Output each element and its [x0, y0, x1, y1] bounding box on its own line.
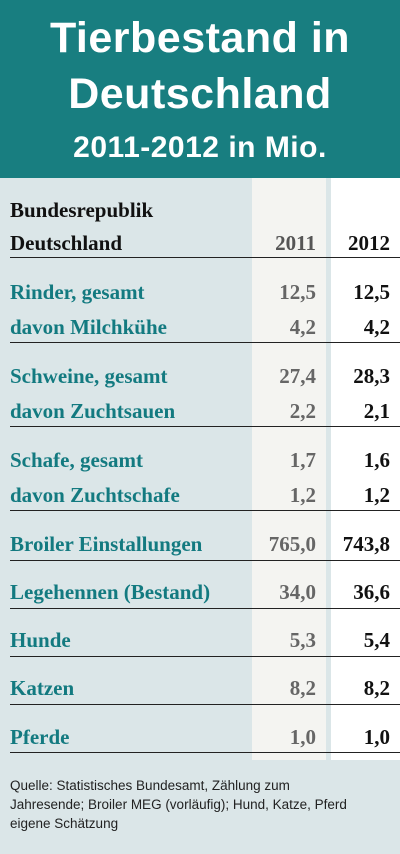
- source-line-2: Jahresende; Broiler MEG (vorläufig); Hun…: [10, 797, 347, 812]
- value-2011: 34,0: [279, 580, 316, 604]
- data-table: Bundesrepublik Deutschland 2011 2012 Rin…: [0, 178, 400, 760]
- row-divider: [10, 704, 400, 705]
- value-2011: 765,0: [268, 532, 316, 556]
- value-2012: 743,8: [342, 532, 390, 556]
- subtitle: 2011-2012 in Mio.: [73, 131, 327, 164]
- value-2011: 1,2: [289, 483, 316, 507]
- table-row: davon Milchkühe 4,2 4,2: [0, 314, 400, 340]
- row-divider: [10, 257, 400, 258]
- value-2012: 5,4: [363, 628, 390, 652]
- row-label: Katzen: [10, 676, 75, 700]
- row-label: Pferde: [10, 725, 70, 749]
- row-divider: [10, 656, 400, 657]
- row-label: Hunde: [10, 628, 71, 652]
- table-row: Schweine, gesamt 27,4 28,3: [0, 363, 400, 389]
- column-header-2012: 2012: [348, 231, 390, 255]
- title-line-2: Deutschland: [68, 70, 332, 118]
- column-header-2011: 2011: [275, 231, 316, 255]
- value-2011: 27,4: [279, 364, 316, 388]
- row-divider: [10, 608, 400, 609]
- table-row: davon Zuchtsauen 2,2 2,1: [0, 398, 400, 424]
- value-2011: 1,7: [289, 448, 316, 472]
- value-2012: 1,0: [363, 725, 390, 749]
- table-row: Rinder, gesamt 12,5 12,5: [0, 279, 400, 305]
- table-row: Broiler Einstallungen 765,0 743,8: [0, 531, 400, 557]
- source-line-3: eigene Schätzung: [10, 816, 119, 831]
- row-divider: [10, 510, 400, 511]
- value-2011: 2,2: [289, 399, 316, 423]
- value-2011: 4,2: [289, 315, 316, 339]
- table-row: Schafe, gesamt 1,7 1,6: [0, 447, 400, 473]
- table-row: davon Zuchtschafe 1,2 1,2: [0, 482, 400, 508]
- value-2012: 8,2: [363, 676, 390, 700]
- row-divider: [10, 752, 400, 753]
- value-2012: 4,2: [363, 315, 390, 339]
- row-label: davon Zuchtsauen: [10, 399, 176, 423]
- row-header-line-1: Bundesrepublik: [10, 198, 154, 222]
- value-2012: 36,6: [353, 580, 390, 604]
- column-2012-background: [331, 178, 400, 760]
- value-2011: 8,2: [289, 676, 316, 700]
- row-divider: [10, 342, 400, 343]
- value-2011: 5,3: [289, 628, 316, 652]
- row-label: Legehennen (Bestand): [10, 580, 211, 604]
- row-label: davon Milchkühe: [10, 315, 167, 339]
- table-row: Pferde 1,0 1,0: [0, 724, 400, 750]
- value-2012: 28,3: [353, 364, 390, 388]
- table-row: Legehennen (Bestand) 34,0 36,6: [0, 579, 400, 605]
- row-label: Schafe, gesamt: [10, 448, 143, 472]
- row-header-line-2: Deutschland: [10, 231, 123, 255]
- row-label: Broiler Einstallungen: [10, 532, 203, 556]
- value-2012: 2,1: [363, 399, 390, 423]
- value-2011: 1,0: [289, 725, 316, 749]
- value-2012: 12,5: [353, 280, 390, 304]
- source-line-1: Quelle: Statistisches Bundesamt, Zählung…: [10, 778, 290, 793]
- table-row: Katzen 8,2 8,2: [0, 675, 400, 701]
- column-2011-background: [252, 178, 326, 760]
- table-row: Hunde 5,3 5,4: [0, 627, 400, 653]
- row-label: davon Zuchtschafe: [10, 483, 180, 507]
- title-banner: Tierbestand in Deutschland 2011-2012 in …: [0, 0, 400, 178]
- source-note: Quelle: Statistisches Bundesamt, Zählung…: [10, 776, 390, 833]
- row-label: Rinder, gesamt: [10, 280, 145, 304]
- row-divider: [10, 560, 400, 561]
- value-2011: 12,5: [279, 280, 316, 304]
- value-2012: 1,6: [363, 448, 390, 472]
- row-label: Schweine, gesamt: [10, 364, 168, 388]
- value-2012: 1,2: [363, 483, 390, 507]
- title-line-1: Tierbestand in: [49, 14, 351, 62]
- row-divider: [10, 426, 400, 427]
